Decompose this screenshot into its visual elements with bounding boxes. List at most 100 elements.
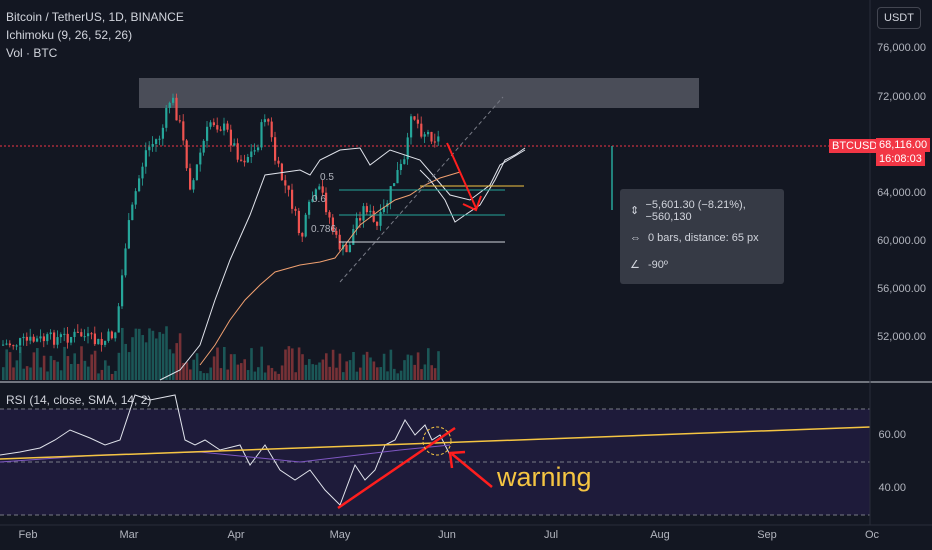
volume-bar	[199, 371, 202, 380]
resistance-zone[interactable]	[139, 78, 699, 108]
candle-body	[260, 122, 263, 148]
volume-bar	[287, 346, 291, 380]
candle-body	[372, 210, 375, 222]
volume-bar	[413, 364, 416, 380]
candle-body	[59, 334, 62, 338]
time-tick: Feb	[18, 529, 38, 541]
candle-body	[141, 166, 144, 179]
volume-bar	[22, 368, 25, 380]
volume-bar	[382, 353, 386, 380]
warning-circle	[422, 426, 452, 456]
warning-arrow-head	[448, 450, 466, 469]
volume-bar	[93, 350, 97, 380]
price-tick: 52,000.00	[877, 331, 926, 343]
currency-button[interactable]: USDT	[877, 7, 921, 29]
candle-body	[32, 336, 35, 342]
volume-bar	[352, 351, 355, 380]
volume-legend[interactable]: Vol · BTC	[6, 46, 58, 60]
volume-bar	[25, 366, 29, 380]
trend-line[interactable]	[339, 96, 504, 283]
candle-body	[277, 160, 280, 164]
volume-bar	[42, 355, 46, 380]
volume-bar	[355, 371, 359, 380]
candle-body	[192, 180, 195, 190]
candle-body	[345, 244, 348, 253]
candle-body	[257, 147, 260, 151]
volume-bar	[185, 362, 189, 380]
candle-body	[42, 336, 45, 342]
volume-bar	[5, 349, 8, 380]
candle-body	[379, 212, 382, 226]
volume-bar	[144, 342, 148, 380]
volume-bar	[32, 352, 36, 380]
candle-body	[165, 107, 168, 128]
candle-body	[250, 151, 253, 158]
volume-bar	[141, 335, 144, 380]
candle-body	[209, 122, 212, 127]
candle-body	[399, 163, 402, 171]
volume-bar	[223, 346, 226, 380]
candle-body	[403, 159, 406, 164]
volume-bar	[155, 338, 158, 380]
candle-body	[328, 212, 331, 218]
volume-bar	[345, 361, 348, 380]
candle-body	[172, 97, 175, 103]
candle-body	[76, 331, 79, 333]
candle-body	[291, 189, 294, 209]
candle-body	[195, 164, 198, 181]
volume-bar	[127, 352, 131, 380]
time-tick: Jul	[543, 529, 559, 541]
time-tick: Sep	[757, 529, 777, 541]
candle-body	[376, 221, 379, 226]
angle-icon: ∠	[630, 259, 640, 271]
volume-bar	[209, 367, 212, 380]
candle-body	[270, 121, 273, 138]
volume-bar	[267, 365, 270, 380]
volume-bar	[389, 349, 393, 380]
candle-body	[93, 333, 96, 345]
candle-body	[131, 204, 134, 221]
symbol-legend[interactable]: Bitcoin / TetherUS, 1D, BINANCE	[6, 10, 184, 24]
candle-body	[253, 150, 256, 152]
volume-bar	[158, 332, 161, 380]
candle-body	[243, 160, 246, 163]
volume-bar	[8, 352, 12, 380]
ichimoku-legend[interactable]: Ichimoku (9, 26, 52, 26)	[6, 28, 133, 42]
volume-bar	[416, 352, 420, 380]
candle-body	[63, 333, 66, 335]
candle-body	[297, 210, 300, 234]
volume-bar	[138, 328, 141, 380]
volume-bar	[311, 364, 314, 380]
candle-body	[294, 208, 297, 211]
candle-body	[97, 338, 100, 345]
volume-bar	[66, 356, 70, 380]
volume-bar	[406, 354, 410, 380]
volume-bar	[226, 369, 229, 380]
rsi-legend[interactable]: RSI (14, close, SMA, 14, 2)	[6, 393, 152, 407]
candle-body	[325, 192, 328, 213]
current-price-tag: 68,116.00	[876, 138, 931, 152]
volume-bar	[182, 362, 185, 380]
down-arrow	[446, 142, 477, 209]
volume-bar	[396, 373, 399, 380]
candle-body	[2, 344, 5, 346]
volume-bar	[284, 349, 287, 380]
candle-body	[416, 119, 419, 124]
volume-bar	[253, 371, 257, 380]
candle-body	[73, 331, 76, 338]
time-tick: Mar	[119, 529, 139, 541]
candle-body	[430, 131, 433, 142]
candle-body	[127, 220, 130, 249]
candle-body	[301, 233, 304, 237]
time-tick: Aug	[650, 529, 670, 541]
candle-body	[5, 343, 8, 345]
candle-body	[413, 116, 416, 120]
measure-angle: -90º	[648, 258, 668, 271]
volume-bar	[365, 351, 369, 380]
candle-body	[49, 332, 52, 335]
candle-body	[420, 123, 423, 137]
volume-bar	[165, 326, 168, 380]
volume-bar	[195, 353, 199, 380]
candle-body	[393, 183, 396, 187]
